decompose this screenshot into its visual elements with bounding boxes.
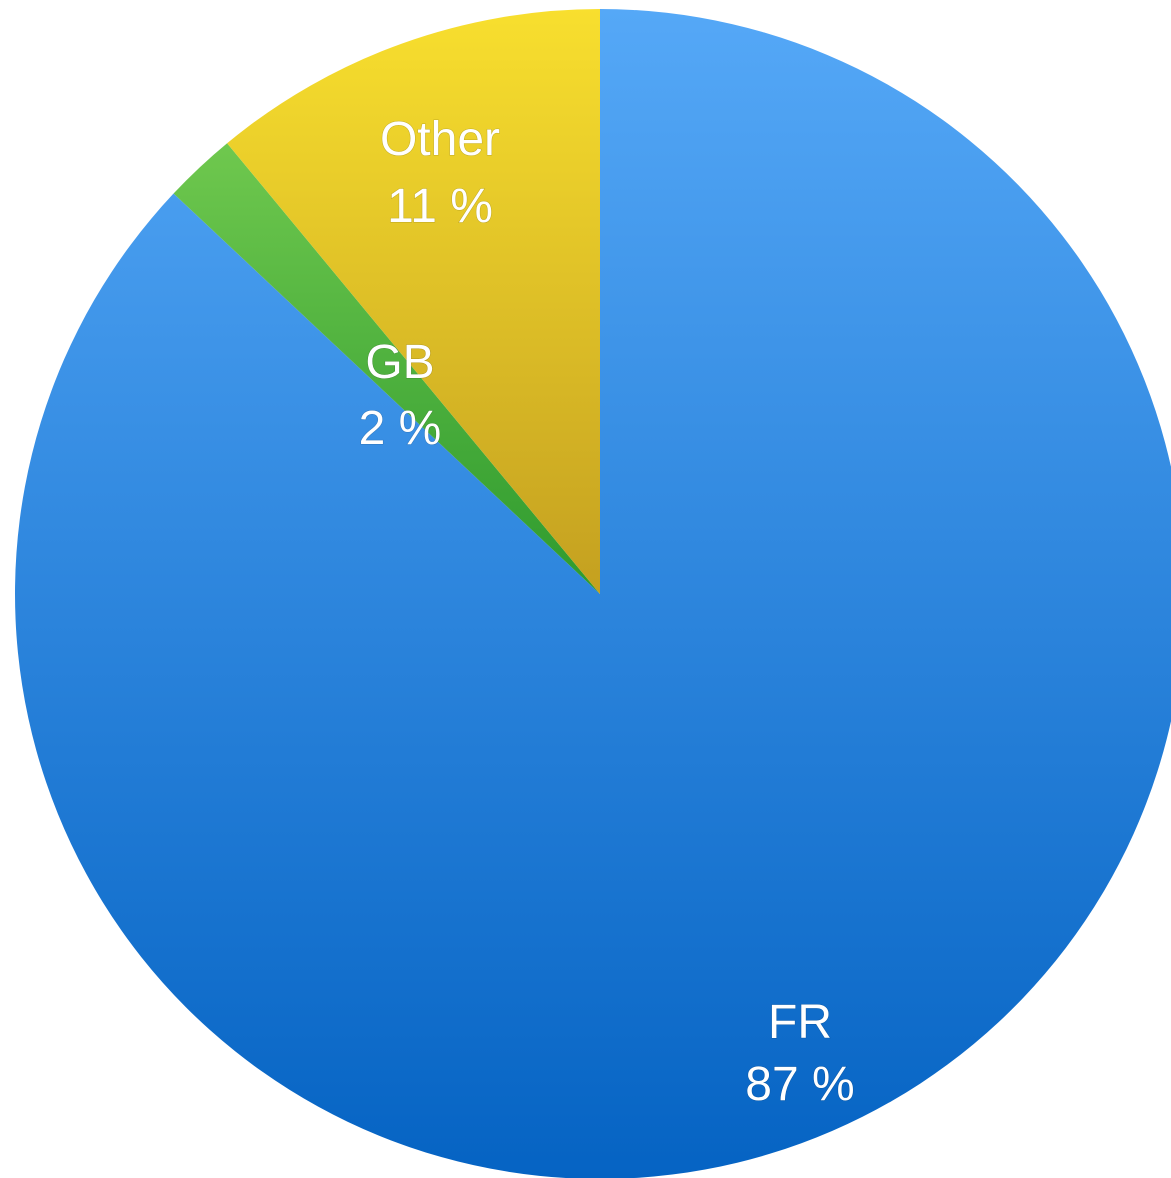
pie-slice-fr [15, 9, 1171, 1178]
pie-slices [15, 9, 1171, 1178]
pie-slice-other [227, 9, 600, 594]
slice-value-fr: 87 % [745, 1058, 854, 1111]
slice-labels: Other 11 % GB 2 % FR 87 % [358, 113, 855, 1112]
slice-value-other: 11 % [387, 180, 493, 233]
pie-slice-gb [173, 143, 601, 594]
slice-label-fr: FR [768, 996, 832, 1049]
slice-label-other: Other [380, 113, 500, 166]
slice-value-gb: 2 % [359, 402, 442, 455]
slice-label-gb: GB [365, 336, 434, 389]
